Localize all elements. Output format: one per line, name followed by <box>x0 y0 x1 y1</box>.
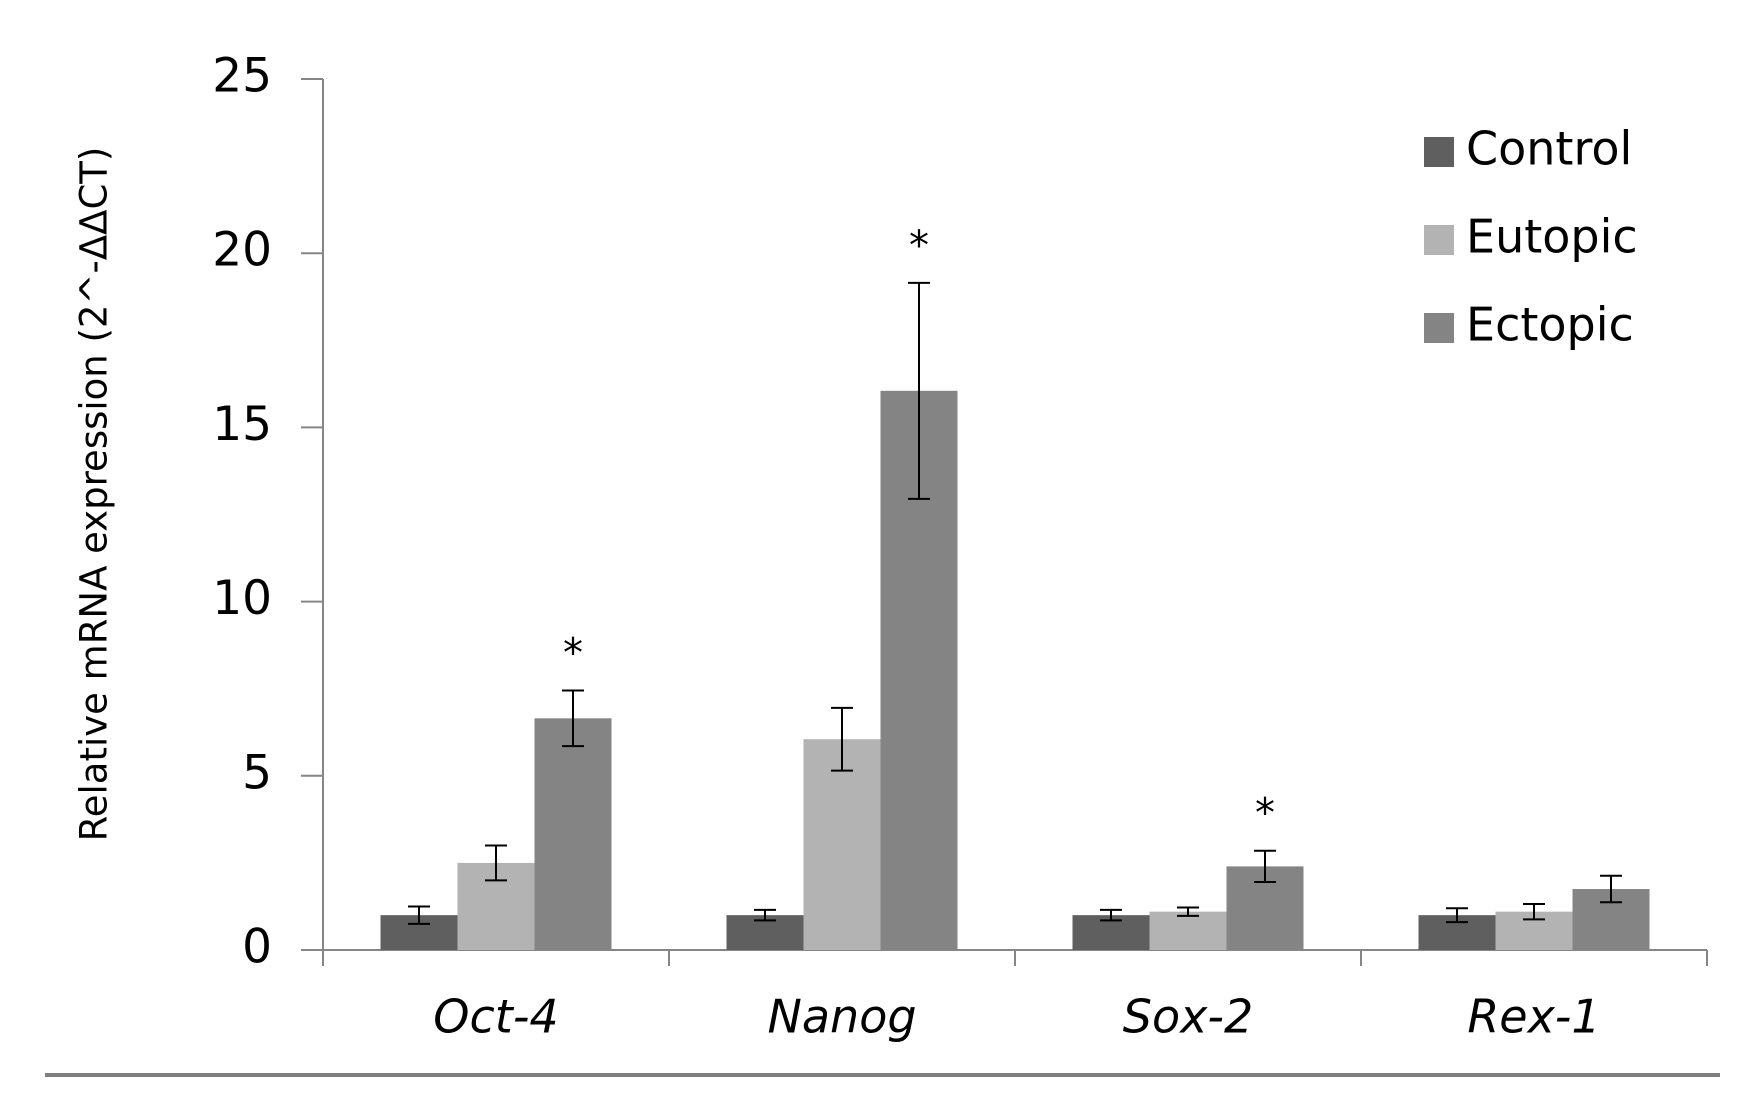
y-tick-label: 5 <box>242 745 272 800</box>
legend-swatch-ectopic <box>1424 313 1454 343</box>
bar-ectopic-oct-4 <box>534 718 612 950</box>
legend-swatch-eutopic <box>1424 225 1454 255</box>
significance-marker: * <box>1255 791 1275 837</box>
x-tick-label: Sox-2 <box>1123 990 1253 1044</box>
legend: Control Eutopic Ectopic <box>1424 122 1638 352</box>
legend-label-control: Control <box>1466 122 1632 176</box>
legend-label-ectopic: Ectopic <box>1466 298 1634 352</box>
legend-swatch-control <box>1424 137 1454 167</box>
y-tick-label: 25 <box>212 49 272 104</box>
x-tick-label: Oct-4 <box>433 990 558 1044</box>
bar-eutopic-nanog <box>803 739 881 950</box>
significance-markers: * * * <box>563 223 1275 837</box>
significance-marker: * <box>909 223 929 269</box>
error-bars <box>408 281 1622 925</box>
axes: 0 5 10 15 20 25 Oct-4 Nanog Sox-2 Rex-1 <box>212 49 1708 1044</box>
bars <box>380 390 1650 950</box>
legend-label-eutopic: Eutopic <box>1466 210 1638 264</box>
bar-eutopic-sox-2 <box>1149 911 1227 950</box>
y-axis-label: Relative mRNA expression (2^-ΔΔCT) <box>73 147 116 842</box>
y-tick-label: 0 <box>242 920 272 975</box>
x-tick-label: Nanog <box>767 990 916 1044</box>
x-tick-label: Rex-1 <box>1467 990 1600 1044</box>
y-tick-label: 20 <box>212 223 272 278</box>
significance-marker: * <box>563 630 583 676</box>
y-tick-label: 15 <box>212 397 272 452</box>
y-tick-label: 10 <box>212 571 272 626</box>
